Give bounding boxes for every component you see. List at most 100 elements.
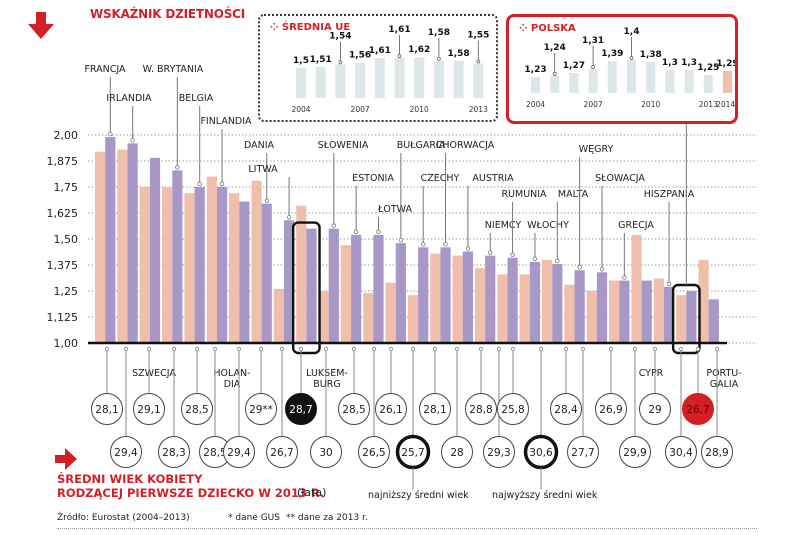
country-label: WŁOCHY [527,220,569,231]
age-connector-dot [298,346,304,352]
bar-2013 [351,234,362,343]
age-connector-dot [432,346,438,352]
age-circle [419,393,451,425]
age-value: 29,9 [623,447,646,459]
country-label: SŁOWACJA [595,173,645,184]
inset-bar [531,77,540,93]
inset-bar [607,61,617,93]
age-value: 26,9 [599,404,622,416]
leader-dot [666,281,672,287]
inset-value-label: 1,61 [388,25,410,35]
country-label: ESTONIA [352,173,394,184]
age-circle [245,393,277,425]
age-value: 28,8 [469,404,492,416]
bar-2004 [564,284,575,343]
age-value: 29** [249,404,273,416]
age-circle [375,393,407,425]
leader-dot [219,181,225,187]
leader-dot [421,242,426,247]
bar-2013 [708,299,719,343]
y-tick-label: 1,75 [54,181,79,194]
dots-icon: ⁘ [519,23,531,34]
inset-year-label: 2014* [716,100,735,109]
leader-dot [577,265,582,270]
age-value: 30,6 [529,447,553,459]
inset-leader-dot [476,59,481,64]
country-label: SŁOWENIA [318,140,369,151]
bar-2004 [676,295,687,343]
age-section-title: ŚREDNI WIEK KOBIETY RODZĄCEJ PIERWSZE DZ… [57,472,325,500]
age-connector-dot [104,346,110,352]
age-circle [133,393,165,425]
bar-2013 [663,286,675,343]
age-connector-dot [496,346,502,352]
leader-dot [555,258,560,264]
bar-2004 [363,293,374,343]
age-connector-dot [236,346,242,352]
age-connector-dot [652,346,658,352]
inset-value-label: 1,61 [369,46,391,56]
leader-dot [331,223,336,228]
bar-2013 [596,272,608,343]
inset-bar [627,60,636,93]
country-label: LITWA [248,164,278,175]
age-value: 27,7 [571,447,594,459]
source-note: Źródło: Eurostat (2004–2013) [57,513,190,523]
country-label: FINLANDIA [200,116,252,127]
leader-dot [443,242,448,247]
age-connector-dot [678,346,684,352]
age-connector-dot [608,346,614,352]
leader-dot [398,237,404,243]
pl-inset-title: ⁘ POLSKA [519,23,576,34]
age-circle [639,393,671,425]
age-value: 29 [648,404,661,416]
country-label: HISZPANIA [644,189,695,200]
bar-2004 [609,280,620,343]
bar-2004 [184,193,195,343]
inset-bar [414,57,425,98]
legend-lowest-age: najniższy średni wiek [368,490,469,501]
country-label: GALIA [710,379,739,390]
bar-2004 [206,176,217,343]
bar-2004 [653,278,664,343]
country-label: CHORWACJA [436,140,495,151]
leader-dot [465,246,471,251]
eu-average-inset: ⁘ ŚREDNIA UE 1,5 1,51 1,54 1,56 1,61 1,61 1,62… [258,14,498,122]
country-label: DIA [224,379,241,390]
age-connector-dot [388,346,394,352]
country-label: PORTU- [706,368,741,379]
age-circle [310,436,342,468]
inset-bar [296,68,306,98]
inset-value-label: 1,55 [467,31,489,41]
age-connector-dot [351,346,357,352]
bar-2004 [117,149,128,343]
age-circle [285,393,317,425]
age-value: 26,5 [362,447,385,459]
inset-bar [335,64,346,98]
age-circle [358,436,390,468]
y-tick-label: 1,50 [54,233,79,246]
inset-year-label: 2013 [699,100,718,109]
leader-dot [488,250,493,255]
age-value: 28,9 [705,447,728,459]
bar-2004 [497,274,508,343]
inset-value-label: 1,62 [408,45,430,55]
inset-value-label: 1,29 [716,59,735,69]
age-connector-dot [563,346,569,352]
age-value: 26,7 [270,447,293,459]
bar-2013 [485,255,496,343]
chart-title: WSKAŹNIK DZIETNOŚCI [90,7,246,21]
inset-year-label: 2004 [291,105,310,114]
inset-value-label: 1,58 [428,28,450,38]
bar-2004 [296,205,307,343]
age-connector-dot [538,346,544,352]
age-value: 30,4 [669,447,693,459]
age-connector-dot [695,346,701,352]
highlight-box [291,221,321,355]
bar-2004 [229,193,240,343]
age-connector-dot [580,346,586,352]
age-connector-dot [123,346,129,352]
y-tick-label: 1,625 [47,207,79,220]
age-value: 28 [450,447,463,459]
